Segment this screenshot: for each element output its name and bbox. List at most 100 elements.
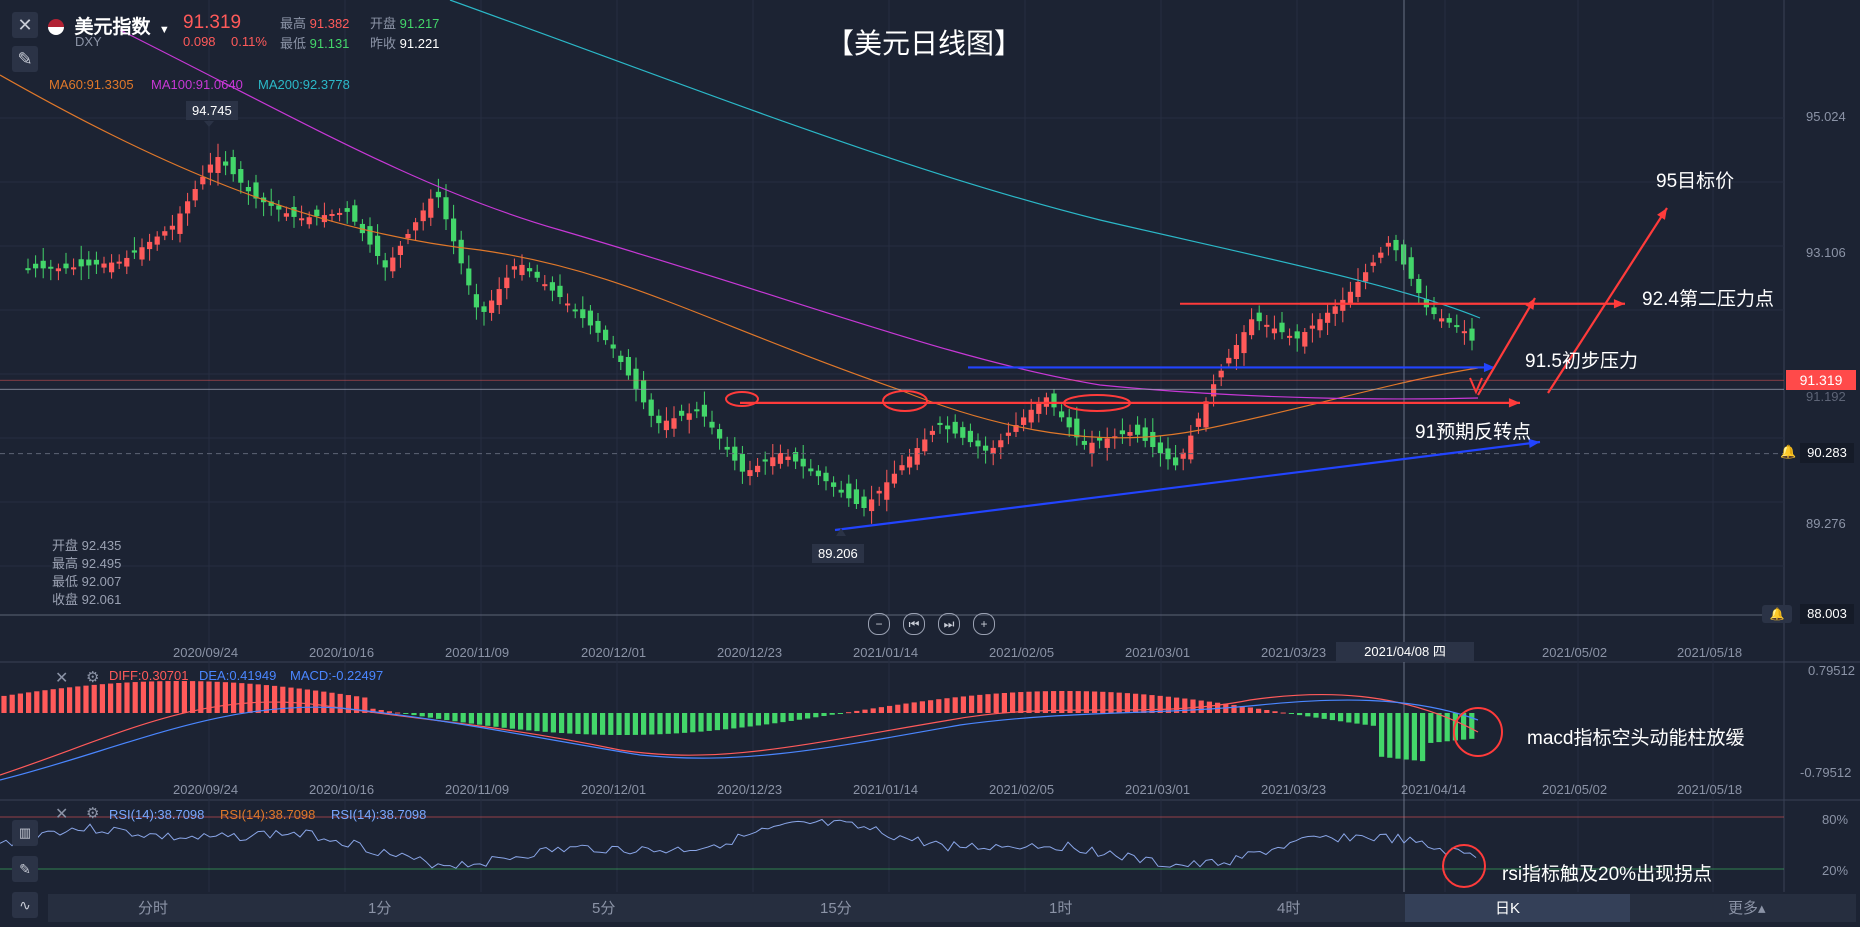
macd-bar (1387, 713, 1393, 758)
candle (245, 187, 251, 192)
macd-bar (1075, 691, 1081, 713)
skip-back-icon[interactable]: ⏮ (903, 613, 925, 635)
candle (937, 422, 943, 425)
macd-bar (1034, 691, 1040, 713)
macd-bar (411, 713, 417, 716)
macd-bar (370, 708, 376, 713)
macd-bar (903, 703, 909, 713)
timeframe-tab[interactable]: 4时 (1277, 900, 1301, 917)
timeframe-tab[interactable]: 日K (1495, 900, 1521, 917)
macd-bar (288, 687, 294, 713)
macd-bar (960, 696, 966, 713)
pen-icon[interactable]: ✎ (12, 856, 38, 882)
candle (268, 201, 274, 206)
candle (1256, 312, 1262, 322)
annotation-rsi: rsi指标触及20%出现拐点 (1502, 864, 1713, 885)
timeframe-tab[interactable]: 15分 (820, 900, 852, 917)
macd-date-tick: 2020/12/01 (581, 782, 647, 797)
candle (71, 267, 77, 270)
ohlc-open: 开盘 92.435 (52, 538, 122, 553)
annotation-pressure2: 92.4第二压力点 (1642, 289, 1774, 310)
macd-date-tick: 2021/03/01 (1125, 782, 1191, 797)
macd-bar (395, 712, 401, 714)
macd-bar (1305, 713, 1311, 717)
close-icon[interactable]: ✕ (55, 670, 69, 687)
candle (641, 380, 647, 403)
macd-diff: DIFF:0.30701 (109, 668, 189, 683)
zoom-in-icon[interactable]: + (973, 613, 995, 635)
candle (1104, 438, 1110, 448)
target-arrow (1547, 207, 1668, 394)
candle (587, 310, 593, 326)
candle (1294, 331, 1300, 339)
highlight-ellipse (725, 391, 759, 407)
macd-bar (1141, 694, 1147, 713)
candle (1211, 384, 1217, 397)
chevron-down-icon[interactable]: ▼ (158, 24, 170, 36)
bell-icon[interactable]: 🔔 (1780, 444, 1797, 459)
macd-bar (1411, 713, 1417, 761)
annotation-target: 95目标价 (1656, 171, 1735, 192)
macd-bar (231, 682, 237, 713)
macd-bar (1354, 713, 1360, 724)
indicator-icon[interactable]: ▥ (12, 820, 38, 846)
close-icon[interactable]: ✕ (55, 806, 69, 823)
macd-bar (591, 713, 597, 735)
candle (1461, 331, 1467, 334)
candle (1036, 402, 1042, 414)
settings-icon[interactable]: ⚙ (86, 669, 100, 686)
candle (86, 259, 92, 266)
macd-bar (1280, 712, 1286, 714)
zoom-out-icon[interactable]: − (868, 613, 890, 635)
settings-icon[interactable]: ⚙ (86, 805, 100, 822)
candle (610, 344, 616, 349)
close-icon[interactable]: ✕ (12, 12, 38, 38)
macd-bar (854, 710, 860, 713)
candle (1119, 430, 1125, 435)
candle (1340, 299, 1346, 311)
wave-icon[interactable]: ∿ (12, 892, 38, 918)
candle (1081, 440, 1087, 445)
macd-bar (1042, 691, 1048, 713)
candle (78, 259, 84, 267)
timeframe-tab[interactable]: 更多▴ (1728, 900, 1766, 917)
candle (162, 231, 168, 236)
macd-bar (788, 713, 794, 721)
candle (1332, 306, 1338, 314)
macd-bar (345, 695, 351, 713)
macd-bar (181, 681, 187, 713)
timeframe-tab[interactable]: 5分 (592, 900, 616, 917)
instrument-name[interactable]: 美元指数 (74, 17, 151, 38)
macd-bar (1256, 708, 1262, 713)
draw-tool-icon[interactable]: ✎ (12, 46, 38, 72)
price-change-pct: 0.11% (231, 34, 267, 49)
macd-bar (1436, 713, 1442, 743)
macd-scale-top: 0.79512 (1808, 663, 1855, 678)
candle (428, 198, 434, 218)
pressure1-arrow-head (1483, 362, 1495, 373)
macd-bar (977, 694, 983, 713)
timeframe-tab[interactable]: 分时 (138, 900, 169, 917)
macd-bar (42, 690, 48, 713)
macd-bar (419, 713, 425, 717)
candle (1180, 452, 1186, 459)
bell-icon[interactable]: 🔔 (1762, 605, 1792, 623)
candle (648, 399, 654, 416)
timeframe-tab[interactable]: 1时 (1049, 900, 1073, 917)
macd-value: MACD:-0.22497 (290, 668, 384, 683)
candle (701, 404, 707, 417)
macd-bar (304, 689, 310, 713)
macd-date-tick: 2020/12/23 (717, 782, 783, 797)
timeframe-tab[interactable]: 1分 (368, 900, 392, 917)
macd-bar (1338, 713, 1344, 722)
candle (1249, 319, 1255, 336)
candle (329, 213, 335, 216)
macd-bar (829, 713, 835, 715)
candle (1135, 424, 1141, 435)
price-change: 0.098 (183, 34, 216, 49)
skip-forward-icon[interactable]: ⏭ (938, 613, 960, 635)
candle (732, 446, 738, 461)
macd-bar (198, 681, 204, 713)
candle (519, 264, 525, 276)
macd-bar (1321, 713, 1327, 719)
